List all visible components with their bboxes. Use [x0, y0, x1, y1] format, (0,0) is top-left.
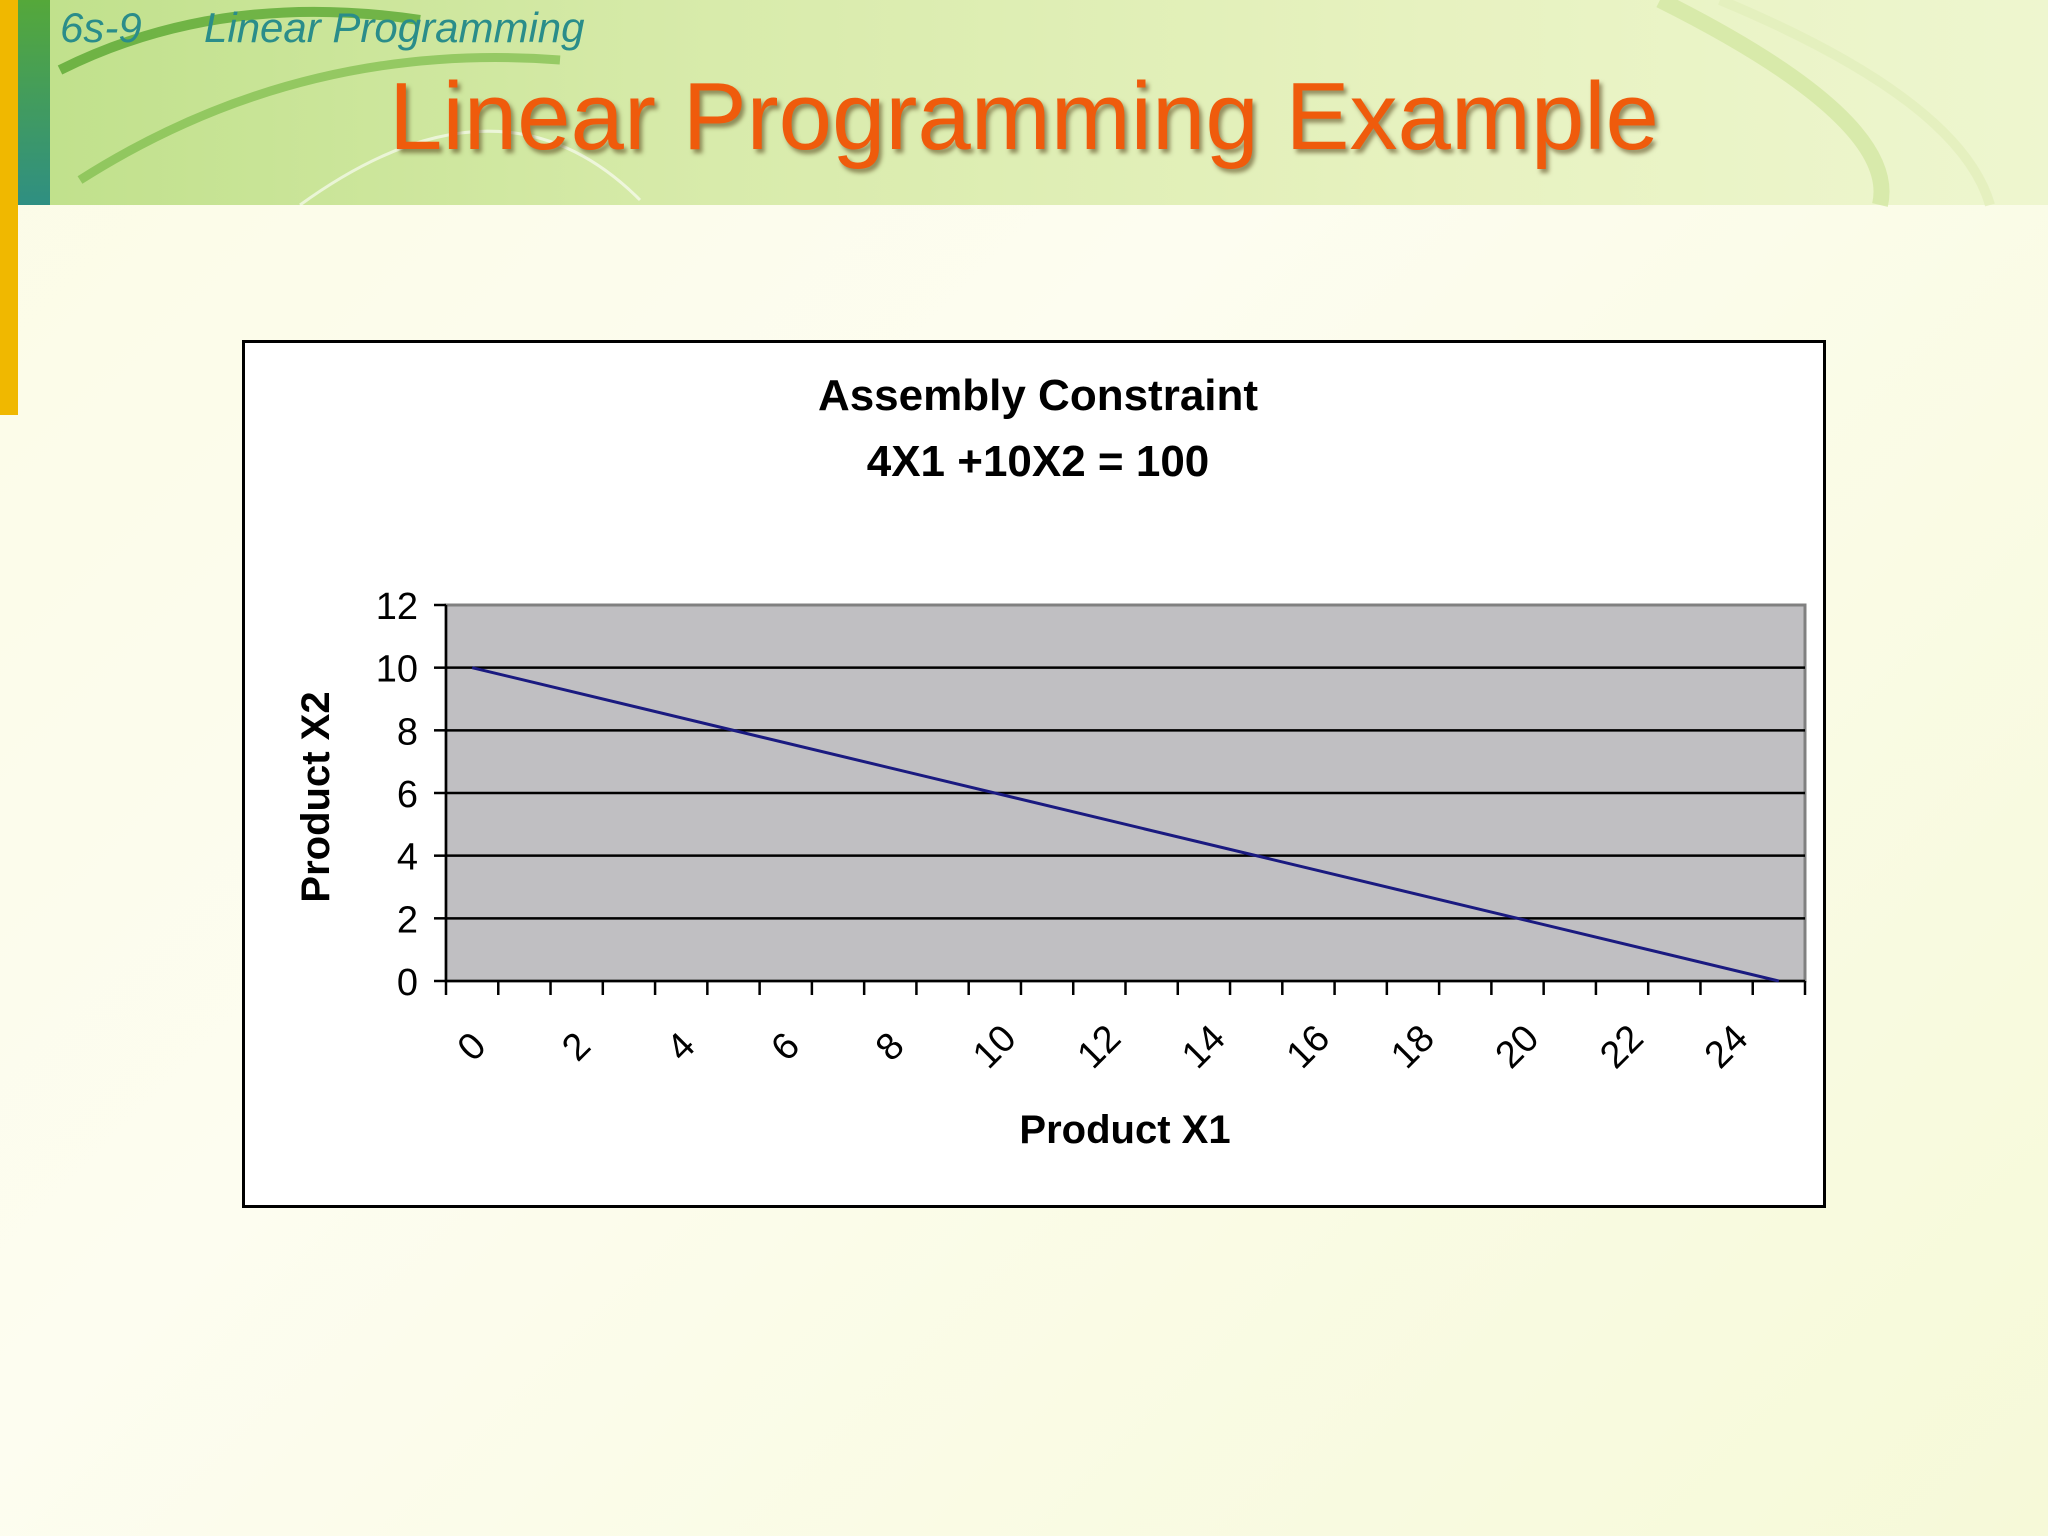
header-decoration	[57, 0, 1995, 207]
x-tick-label: 2	[554, 1025, 599, 1070]
x-tick-label: 6	[763, 1025, 808, 1070]
y-tick-label: 10	[376, 649, 418, 691]
left-accent-bar-green	[18, 0, 50, 205]
x-axis-label: Product X1	[1019, 1108, 1230, 1152]
chart-subtitle: 4X1 +10X2 = 100	[867, 437, 1210, 486]
header-band	[0, 0, 2048, 205]
chart-title: Assembly Constraint	[818, 371, 1258, 420]
y-tick-label: 6	[397, 774, 418, 816]
chart-frame: Assembly Constraint 4X1 +10X2 = 100 0 2 4 6 8 1…	[242, 340, 1826, 1208]
left-accent-bar	[0, 0, 18, 415]
slide-number: 6s-9	[60, 4, 142, 51]
y-tick-label: 12	[376, 586, 418, 628]
y-tick-label: 2	[397, 899, 418, 941]
x-tick-label: 12	[1070, 1017, 1130, 1077]
y-tick-label: 8	[397, 711, 418, 753]
series-line	[471, 666, 1780, 983]
x-tick-label: 10	[965, 1017, 1025, 1077]
x-tick-label: 18	[1383, 1017, 1443, 1077]
y-axis-label: Product X2	[294, 691, 338, 902]
x-tick-label: 14	[1174, 1017, 1234, 1077]
slide-title: Linear Programming Example	[389, 63, 1659, 170]
x-tick-label: 24	[1697, 1017, 1757, 1077]
y-tick-label: 0	[397, 962, 418, 1004]
x-tick-label: 20	[1488, 1017, 1548, 1077]
section-title: Linear Programming	[204, 4, 585, 51]
x-tick-label: 4	[659, 1025, 704, 1070]
x-tick-label: 22	[1592, 1017, 1652, 1077]
x-tick-label: 8	[868, 1025, 913, 1070]
x-tick-label: 0	[450, 1025, 495, 1070]
x-tick-label: 16	[1279, 1017, 1339, 1077]
y-tick-label: 4	[397, 837, 418, 879]
